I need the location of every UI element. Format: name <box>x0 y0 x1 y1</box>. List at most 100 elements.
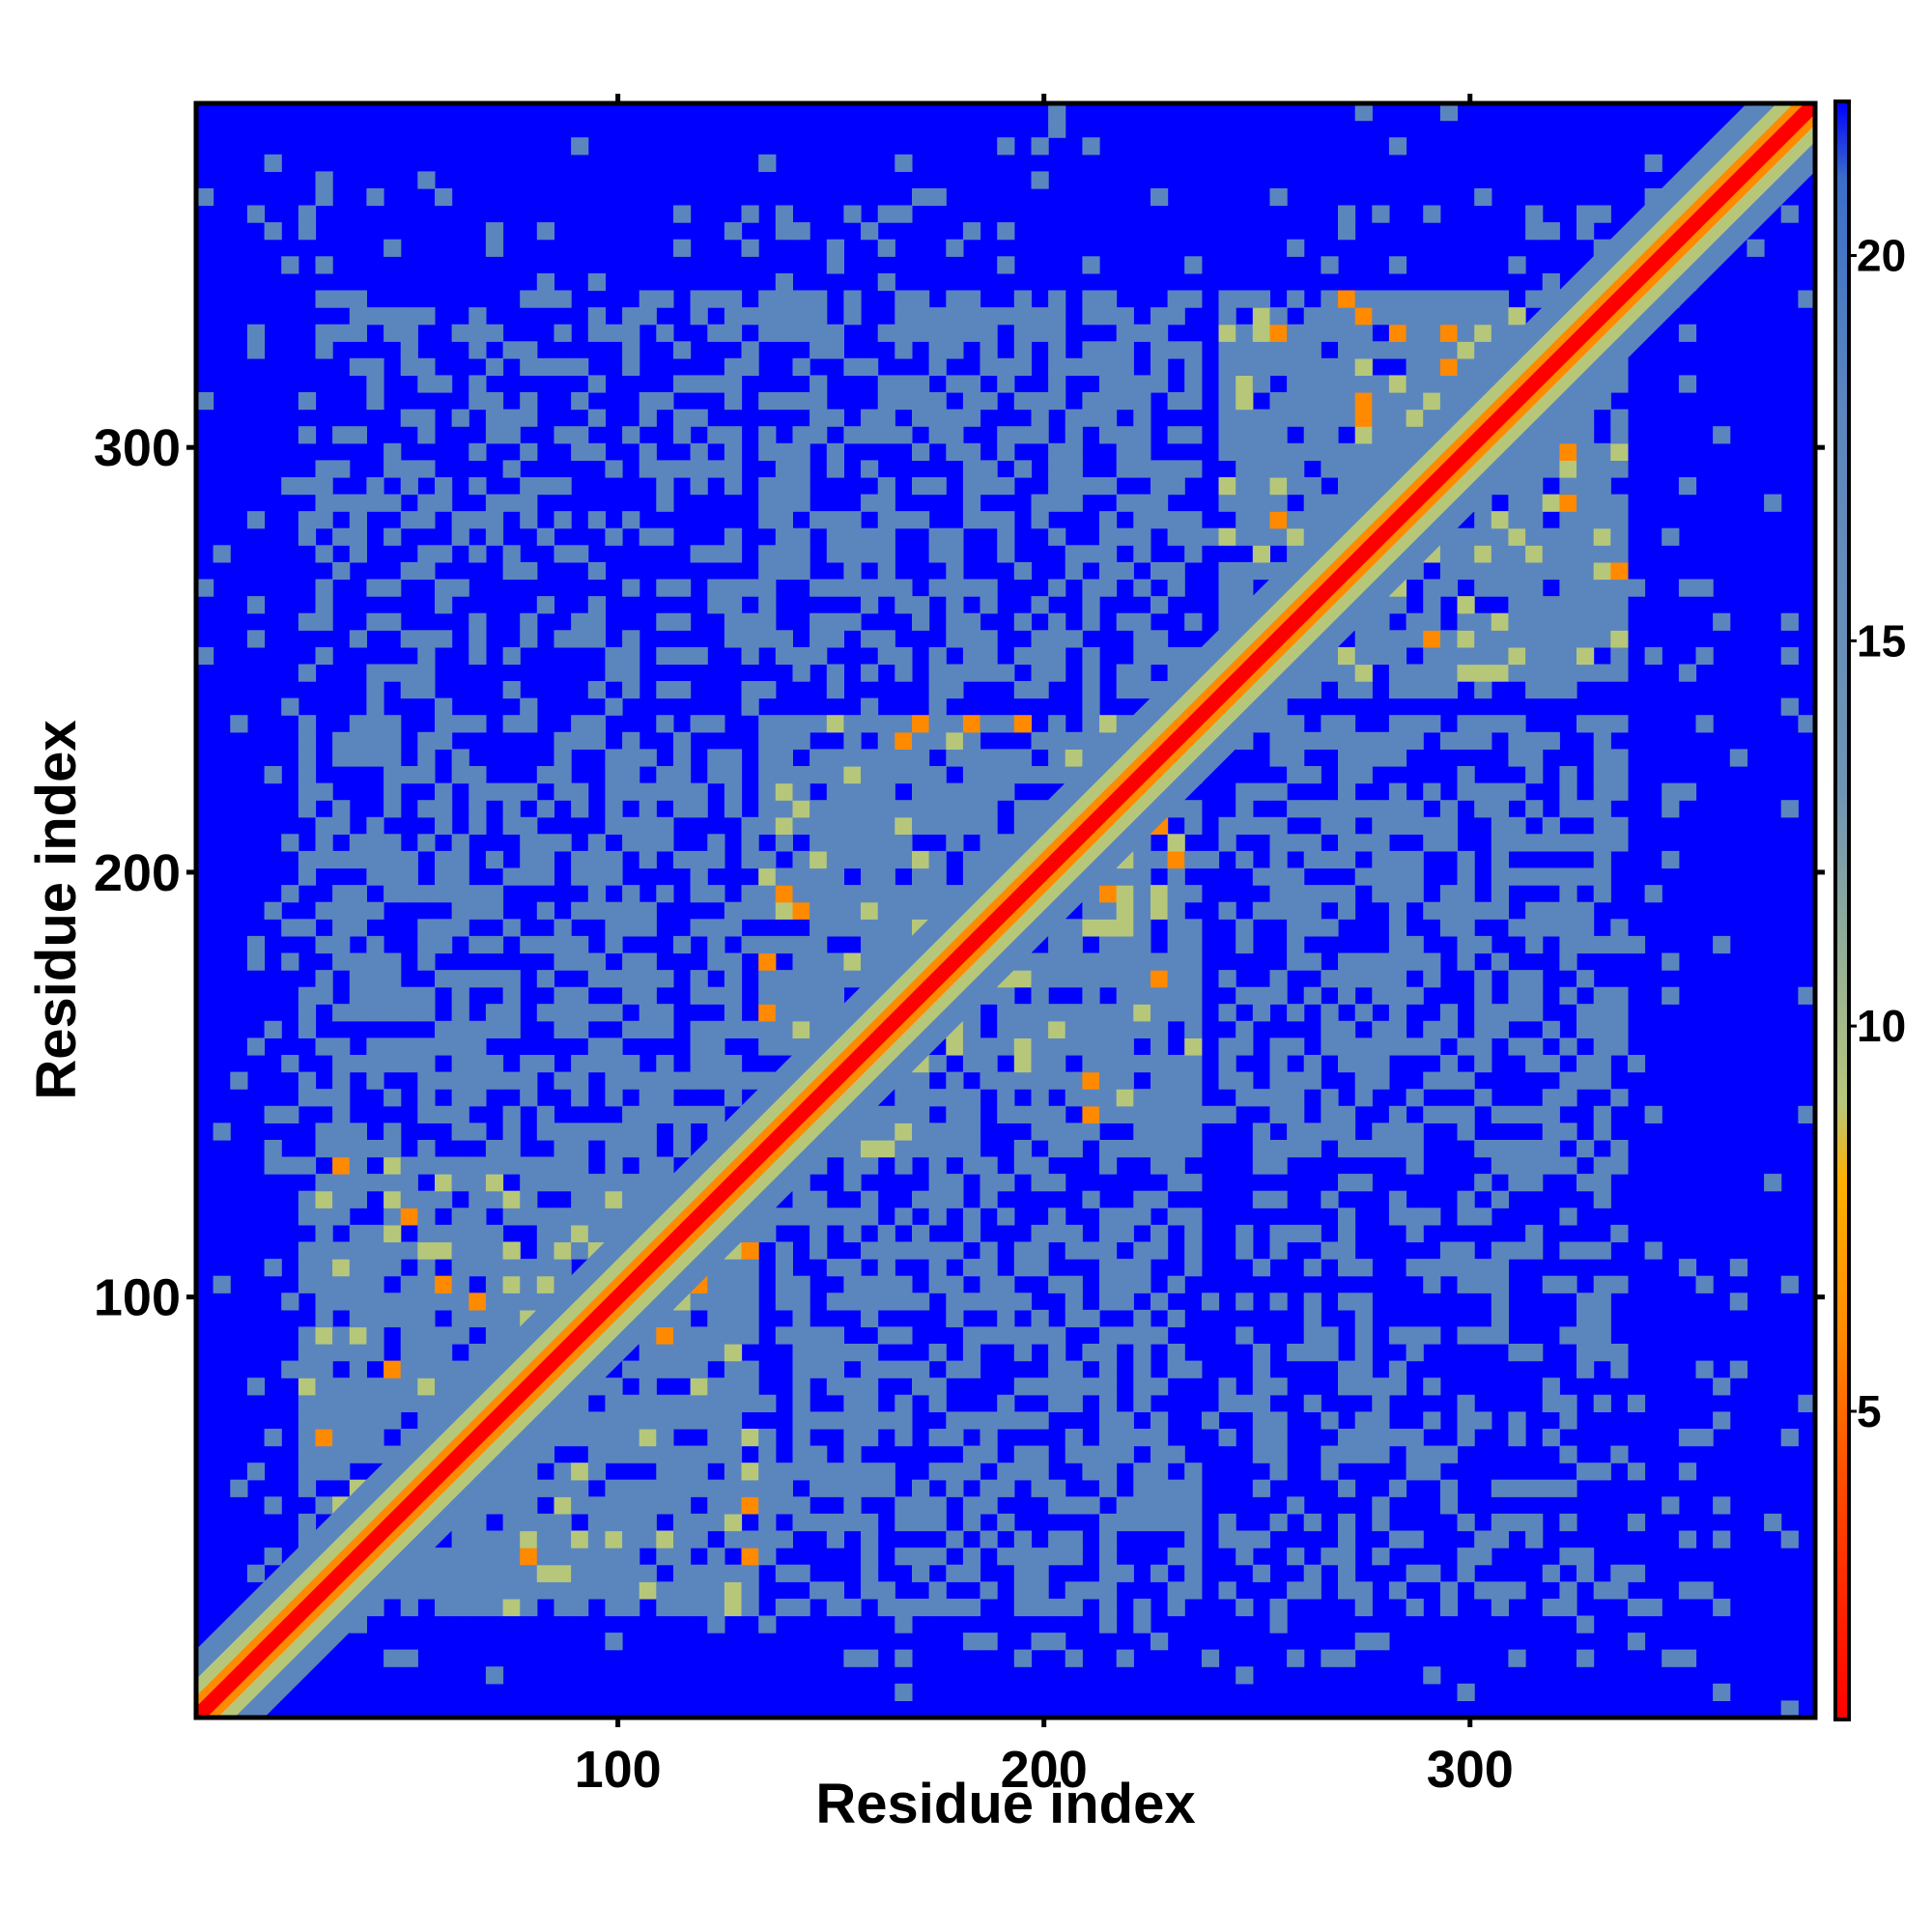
heatmap-cell <box>1303 1224 1321 1243</box>
heatmap-cell <box>417 630 436 648</box>
heatmap-cell <box>605 646 623 666</box>
heatmap-cell <box>469 935 487 954</box>
heatmap-cell <box>384 307 402 326</box>
heatmap-cell <box>1048 527 1066 546</box>
heatmap-cell <box>912 766 930 784</box>
heatmap-cell <box>332 1208 351 1226</box>
heatmap-cell <box>1338 205 1356 223</box>
heatmap-cell <box>1269 850 1288 869</box>
heatmap-cell <box>502 460 521 478</box>
heatmap-cell <box>1508 834 1526 852</box>
heatmap-cell <box>1201 850 1220 869</box>
heatmap-cell <box>980 782 998 801</box>
heatmap-cell <box>1542 460 1560 478</box>
heatmap-cell <box>1065 409 1083 427</box>
heatmap-cell <box>587 1445 606 1463</box>
heatmap-cell <box>928 1122 947 1141</box>
heatmap-cell <box>366 1140 384 1158</box>
heatmap-cell <box>877 426 895 444</box>
heatmap-cell <box>435 596 453 614</box>
heatmap-cell <box>1525 646 1544 666</box>
heatmap-cell <box>1610 511 1629 529</box>
heatmap-cell <box>1065 1581 1083 1600</box>
heatmap-cell <box>826 834 844 852</box>
heatmap-cell <box>843 1445 862 1463</box>
heatmap-cell <box>298 1326 317 1345</box>
heatmap-cell <box>469 1055 487 1073</box>
heatmap-cell <box>980 715 998 733</box>
heatmap-cell <box>980 307 998 326</box>
heatmap-cell <box>1525 527 1544 546</box>
heatmap-cell <box>571 1071 589 1090</box>
heatmap-cell <box>1321 1241 1339 1260</box>
heatmap-cell <box>315 646 333 666</box>
heatmap-cell <box>1099 952 1118 971</box>
heatmap-cell <box>1167 867 1185 886</box>
heatmap-cell <box>1338 1564 1356 1582</box>
heatmap-cell <box>826 681 844 699</box>
heatmap-cell <box>1218 1071 1236 1090</box>
heatmap-cell <box>1542 867 1560 886</box>
heatmap-cell <box>997 1326 1015 1345</box>
heatmap-cell <box>485 1309 504 1328</box>
heatmap-cell <box>826 1378 844 1396</box>
heatmap-cell <box>451 1241 469 1260</box>
heatmap-cell <box>1151 901 1169 920</box>
heatmap-cell <box>1236 1326 1254 1345</box>
heatmap-cell <box>1065 919 1083 937</box>
heatmap-cell <box>1013 1564 1032 1582</box>
heatmap-cell <box>758 324 777 342</box>
heatmap-cell <box>1662 1649 1680 1667</box>
heatmap-cell <box>451 1156 469 1175</box>
heatmap-cell <box>724 919 743 937</box>
heatmap-cell <box>758 800 777 818</box>
heatmap-cell <box>724 901 743 920</box>
heatmap-cell <box>1287 239 1305 257</box>
heatmap-cell <box>1406 664 1424 682</box>
heatmap-cell <box>435 1598 453 1617</box>
heatmap-cell <box>1474 1275 1492 1293</box>
heatmap-cell <box>196 646 214 666</box>
heatmap-cell <box>1013 646 1032 666</box>
heatmap-cell <box>946 1530 964 1548</box>
heatmap-cell <box>520 1293 538 1311</box>
heatmap-cell <box>1713 1683 1731 1701</box>
heatmap-cell <box>1167 986 1185 1005</box>
heatmap-cell <box>1372 1394 1390 1412</box>
heatmap-cell <box>1729 1293 1747 1311</box>
heatmap-cell <box>1577 527 1595 546</box>
heatmap-cell <box>520 1463 538 1481</box>
heatmap-cell <box>1082 1020 1100 1038</box>
heatmap-cell <box>554 1581 572 1600</box>
heatmap-cell <box>1508 816 1526 835</box>
heatmap-cell <box>1610 375 1629 393</box>
heatmap-cell <box>707 1055 725 1073</box>
heatmap-cell <box>520 1548 538 1566</box>
heatmap-cell <box>1457 867 1475 886</box>
heatmap-cell <box>1457 341 1475 359</box>
heatmap-cell <box>1184 612 1203 631</box>
heatmap-cell <box>1593 1293 1611 1311</box>
heatmap-cell <box>554 1259 572 1277</box>
heatmap-cell <box>1287 834 1305 852</box>
heatmap-cell <box>587 1004 606 1022</box>
heatmap-cell <box>962 1037 981 1056</box>
heatmap-cell <box>622 782 640 801</box>
heatmap-cell <box>810 919 828 937</box>
heatmap-cell <box>1013 1326 1032 1345</box>
heatmap-cell <box>741 1378 759 1396</box>
heatmap-cell <box>843 1496 862 1515</box>
heatmap-cell <box>1457 1037 1475 1056</box>
heatmap-cell <box>1491 834 1509 852</box>
heatmap-cell <box>1151 1224 1169 1243</box>
heatmap-cell <box>332 290 351 308</box>
heatmap-cell <box>1031 731 1049 750</box>
heatmap-cell <box>469 1259 487 1277</box>
heatmap-cell <box>673 612 692 631</box>
heatmap-cell <box>1099 561 1118 581</box>
heatmap-cell <box>673 1598 692 1617</box>
heatmap-cell <box>349 1429 367 1447</box>
heatmap-cell <box>1133 1463 1151 1481</box>
heatmap-cell <box>877 901 895 920</box>
heatmap-cell <box>1542 527 1560 546</box>
